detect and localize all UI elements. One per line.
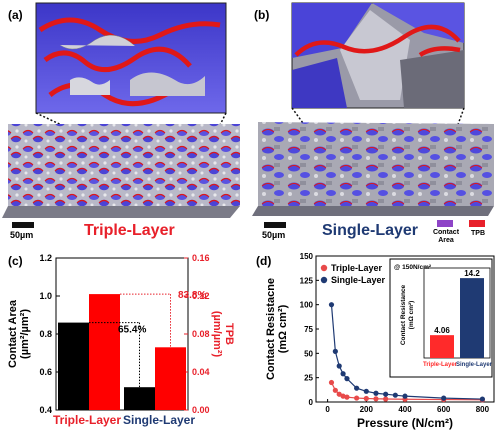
inset-title: @ 150N/cm² bbox=[394, 264, 432, 271]
single-layer-point bbox=[441, 395, 447, 401]
triple-layer-point bbox=[328, 379, 335, 386]
single-layer-point bbox=[332, 348, 338, 354]
triple-layer-point bbox=[332, 387, 338, 393]
panel-b-tag: (b) bbox=[254, 8, 270, 22]
panel-b-title: Single-Layer bbox=[322, 222, 419, 239]
single-layer-point bbox=[363, 388, 369, 394]
inset-bar bbox=[460, 278, 484, 358]
panel-b-scale-bar bbox=[264, 222, 286, 228]
single-layer-point bbox=[479, 396, 485, 402]
left-tick-label: 0.4 bbox=[39, 405, 52, 415]
triple-layer-point bbox=[373, 396, 379, 402]
legend-contact-area-label: Contact Area bbox=[432, 229, 460, 244]
single-layer-point bbox=[336, 363, 342, 369]
legend-label: Single-Layer bbox=[331, 275, 386, 285]
right-tick-label: 0.16 bbox=[192, 253, 210, 263]
y-tick-label: 100 bbox=[300, 301, 314, 310]
y-tick-label: 0 bbox=[309, 398, 314, 407]
right-tick-label: 0.08 bbox=[192, 329, 210, 339]
y-tick-label: 75 bbox=[304, 325, 313, 334]
panel-b-electrode-slab bbox=[252, 122, 494, 216]
chart-c: 0.4 0.6 0.8 1.0 1.2 0.00 0.04 0.08 0.12 0.16 Conta… bbox=[7, 253, 235, 427]
chart-c-category-label: Triple-Layer bbox=[53, 413, 121, 427]
panel-a-title: Triple-Layer bbox=[84, 222, 175, 239]
contact-area-bar bbox=[124, 387, 155, 410]
left-tick-label: 0.6 bbox=[39, 367, 52, 377]
panel-d-tag: (d) bbox=[256, 254, 272, 268]
inset-y-axis-label: Contact Resistance(mΩ cm²) bbox=[400, 284, 415, 345]
tpb-bar bbox=[89, 294, 120, 410]
inset-bar bbox=[430, 335, 454, 358]
triple-layer-point bbox=[363, 395, 369, 402]
single-layer-point bbox=[383, 391, 389, 397]
y-tick-label: 125 bbox=[300, 276, 314, 285]
microstructure-figure bbox=[2, 2, 494, 228]
single-layer-point bbox=[344, 376, 350, 382]
panel-a-zoom-view bbox=[35, 2, 227, 114]
chart-c-category-label: Single-Layer bbox=[123, 413, 195, 427]
y-tick-label: 50 bbox=[304, 349, 313, 358]
triple-layer-point bbox=[354, 395, 360, 401]
right-tick-label: 0.00 bbox=[192, 405, 210, 415]
chart-d-x-axis-label: Pressure (N/cm²) bbox=[357, 416, 453, 430]
panel-a-electrode-slab bbox=[2, 124, 240, 218]
legend-label: Triple-Layer bbox=[331, 263, 383, 273]
panel-a-tag: (a) bbox=[8, 8, 23, 22]
x-tick-label: 0 bbox=[325, 405, 330, 414]
triple-layer-point bbox=[336, 391, 342, 397]
left-tick-label: 1.2 bbox=[39, 253, 52, 263]
legend-contact-area-swatch bbox=[437, 220, 453, 227]
legend-marker bbox=[320, 264, 328, 272]
x-tick-label: 200 bbox=[360, 405, 374, 414]
chart-c-right-axis-label: TPB(µm/µm²) bbox=[211, 311, 235, 358]
legend-tpb-label: TPB bbox=[471, 230, 485, 237]
single-layer-point bbox=[373, 390, 379, 396]
panel-a-scale-bar bbox=[12, 222, 34, 228]
panel-b-scale-label: 50µm bbox=[262, 230, 286, 240]
tpb-bar bbox=[155, 347, 186, 410]
triple-layer-point bbox=[383, 396, 389, 402]
single-layer-point bbox=[340, 371, 346, 377]
right-tick-label: 0.12 bbox=[192, 291, 210, 301]
inset-value-label: 4.06 bbox=[434, 326, 450, 335]
tpb-percent-label: 83.8% bbox=[178, 290, 206, 301]
y-tick-label: 25 bbox=[304, 374, 313, 383]
y-tick-label: 150 bbox=[300, 252, 314, 261]
contact-area-percent-label: 65.4% bbox=[118, 325, 146, 336]
x-tick-label: 600 bbox=[437, 405, 451, 414]
chart-c-left-axis-label: Contact Area(µm²/µm²) bbox=[7, 299, 31, 368]
panel-a-scale-label: 50µm bbox=[10, 230, 34, 240]
single-layer-point bbox=[354, 385, 360, 391]
inset-category-label: Triple-Layer bbox=[423, 362, 458, 368]
chart-d: 0 25 50 75 100 125 150 0 200 400 600 800 Pressure (N… bbox=[265, 252, 495, 430]
inset-value-label: 14.2 bbox=[464, 269, 480, 278]
single-layer-point bbox=[402, 393, 408, 399]
contact-area-bar bbox=[58, 322, 89, 410]
chart-d-y-axis-label: Contact Resistacne(mΩ cm²) bbox=[265, 278, 289, 380]
x-tick-label: 400 bbox=[398, 405, 412, 414]
inset-category-label: Single-Layer bbox=[456, 362, 493, 368]
panel-c-tag: (c) bbox=[8, 254, 23, 268]
left-tick-label: 1.0 bbox=[39, 291, 52, 301]
left-tick-label: 0.8 bbox=[39, 329, 52, 339]
right-tick-label: 0.04 bbox=[192, 367, 210, 377]
x-tick-label: 800 bbox=[476, 405, 490, 414]
inset-plot-frame bbox=[423, 267, 491, 359]
legend-marker bbox=[320, 276, 328, 284]
panel-b-zoom-view bbox=[291, 2, 465, 109]
legend-tpb-swatch bbox=[469, 220, 485, 227]
single-layer-point bbox=[328, 302, 335, 308]
single-layer-point bbox=[392, 392, 398, 398]
triple-layer-point bbox=[344, 394, 350, 400]
